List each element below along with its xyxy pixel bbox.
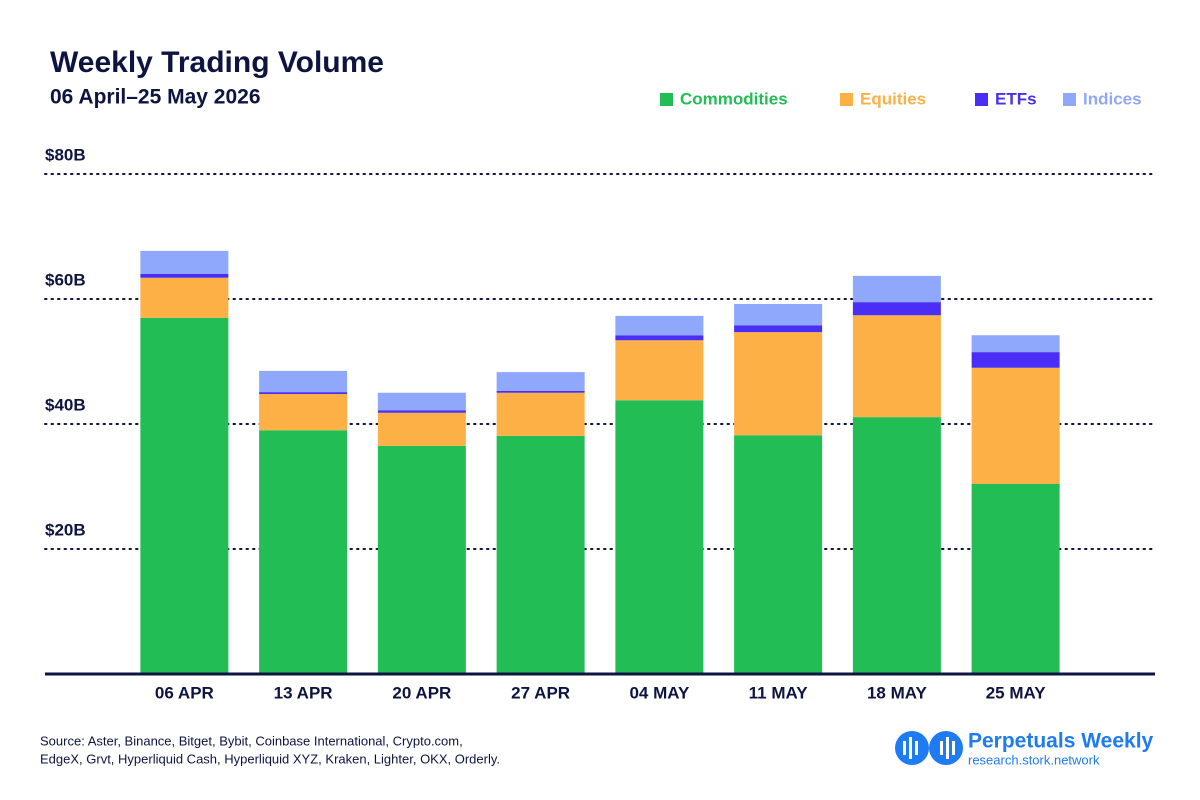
bar-segment [259, 430, 348, 674]
bar-segment [377, 445, 466, 674]
brand-name: Perpetuals Weekly [968, 730, 1154, 753]
brand-logo [895, 731, 963, 765]
bar-segment [615, 315, 704, 336]
x-tick-label: 06 APR [155, 683, 214, 702]
bar-segment [377, 392, 466, 411]
bar-segment [140, 317, 229, 674]
bar-segment [971, 484, 1060, 674]
bar-segment [496, 390, 585, 393]
legend-label: Indices [1083, 89, 1142, 108]
legend-label: Commodities [680, 89, 788, 108]
bar-segment [852, 302, 941, 316]
bar-segment [140, 250, 229, 274]
x-tick-label: 27 APR [511, 683, 570, 702]
bar-segment [140, 277, 229, 318]
bar-segment [140, 274, 229, 278]
legend-swatch [1063, 93, 1076, 106]
x-tick-label: 18 MAY [867, 683, 928, 702]
bar-segment [615, 335, 704, 341]
x-tick-label: 20 APR [392, 683, 451, 702]
bar-segment [377, 410, 466, 413]
x-tick-label: 04 MAY [629, 683, 690, 702]
legend-swatch [660, 93, 673, 106]
legend-label: Equities [860, 89, 926, 108]
bar-segment [852, 417, 941, 674]
x-tick-label: 13 APR [274, 683, 333, 702]
bar-segment [971, 352, 1060, 368]
bar-segment [734, 325, 823, 333]
bar-segment [852, 315, 941, 418]
bar-segment [734, 435, 823, 674]
y-tick-label: $40B [45, 395, 86, 414]
x-tick-label: 25 MAY [986, 683, 1047, 702]
bar-segment [971, 335, 1060, 353]
bar-segment [496, 435, 585, 674]
bar-segment [259, 394, 348, 431]
source-line: Source: Aster, Binance, Bitget, Bybit, C… [40, 733, 463, 748]
y-tick-label: $60B [45, 270, 86, 289]
bar-segment [852, 275, 941, 303]
bar-segment [496, 392, 585, 436]
bar-segment [971, 367, 1060, 484]
chart-subtitle: 06 April–25 May 2026 [50, 86, 261, 109]
legend-label: ETFs [995, 89, 1037, 108]
chart-title: Weekly Trading Volume [50, 46, 384, 79]
legend-swatch [975, 93, 988, 106]
x-tick-label: 11 MAY [749, 683, 809, 702]
bar-segment [615, 340, 704, 401]
bar-segment [259, 392, 348, 394]
bar-segment [259, 370, 348, 393]
y-tick-label: $20B [45, 520, 86, 539]
bar-segment [377, 412, 466, 446]
y-tick-label: $80B [45, 145, 86, 164]
source-line: EdgeX, Grvt, Hyperliquid Cash, Hyperliqu… [40, 751, 500, 766]
legend-swatch [840, 93, 853, 106]
bar-segment [734, 304, 823, 326]
brand-url: research.stork.network [968, 752, 1100, 767]
bar-segment [496, 372, 585, 391]
bar-segment [734, 332, 823, 436]
bar-segment [615, 400, 704, 674]
